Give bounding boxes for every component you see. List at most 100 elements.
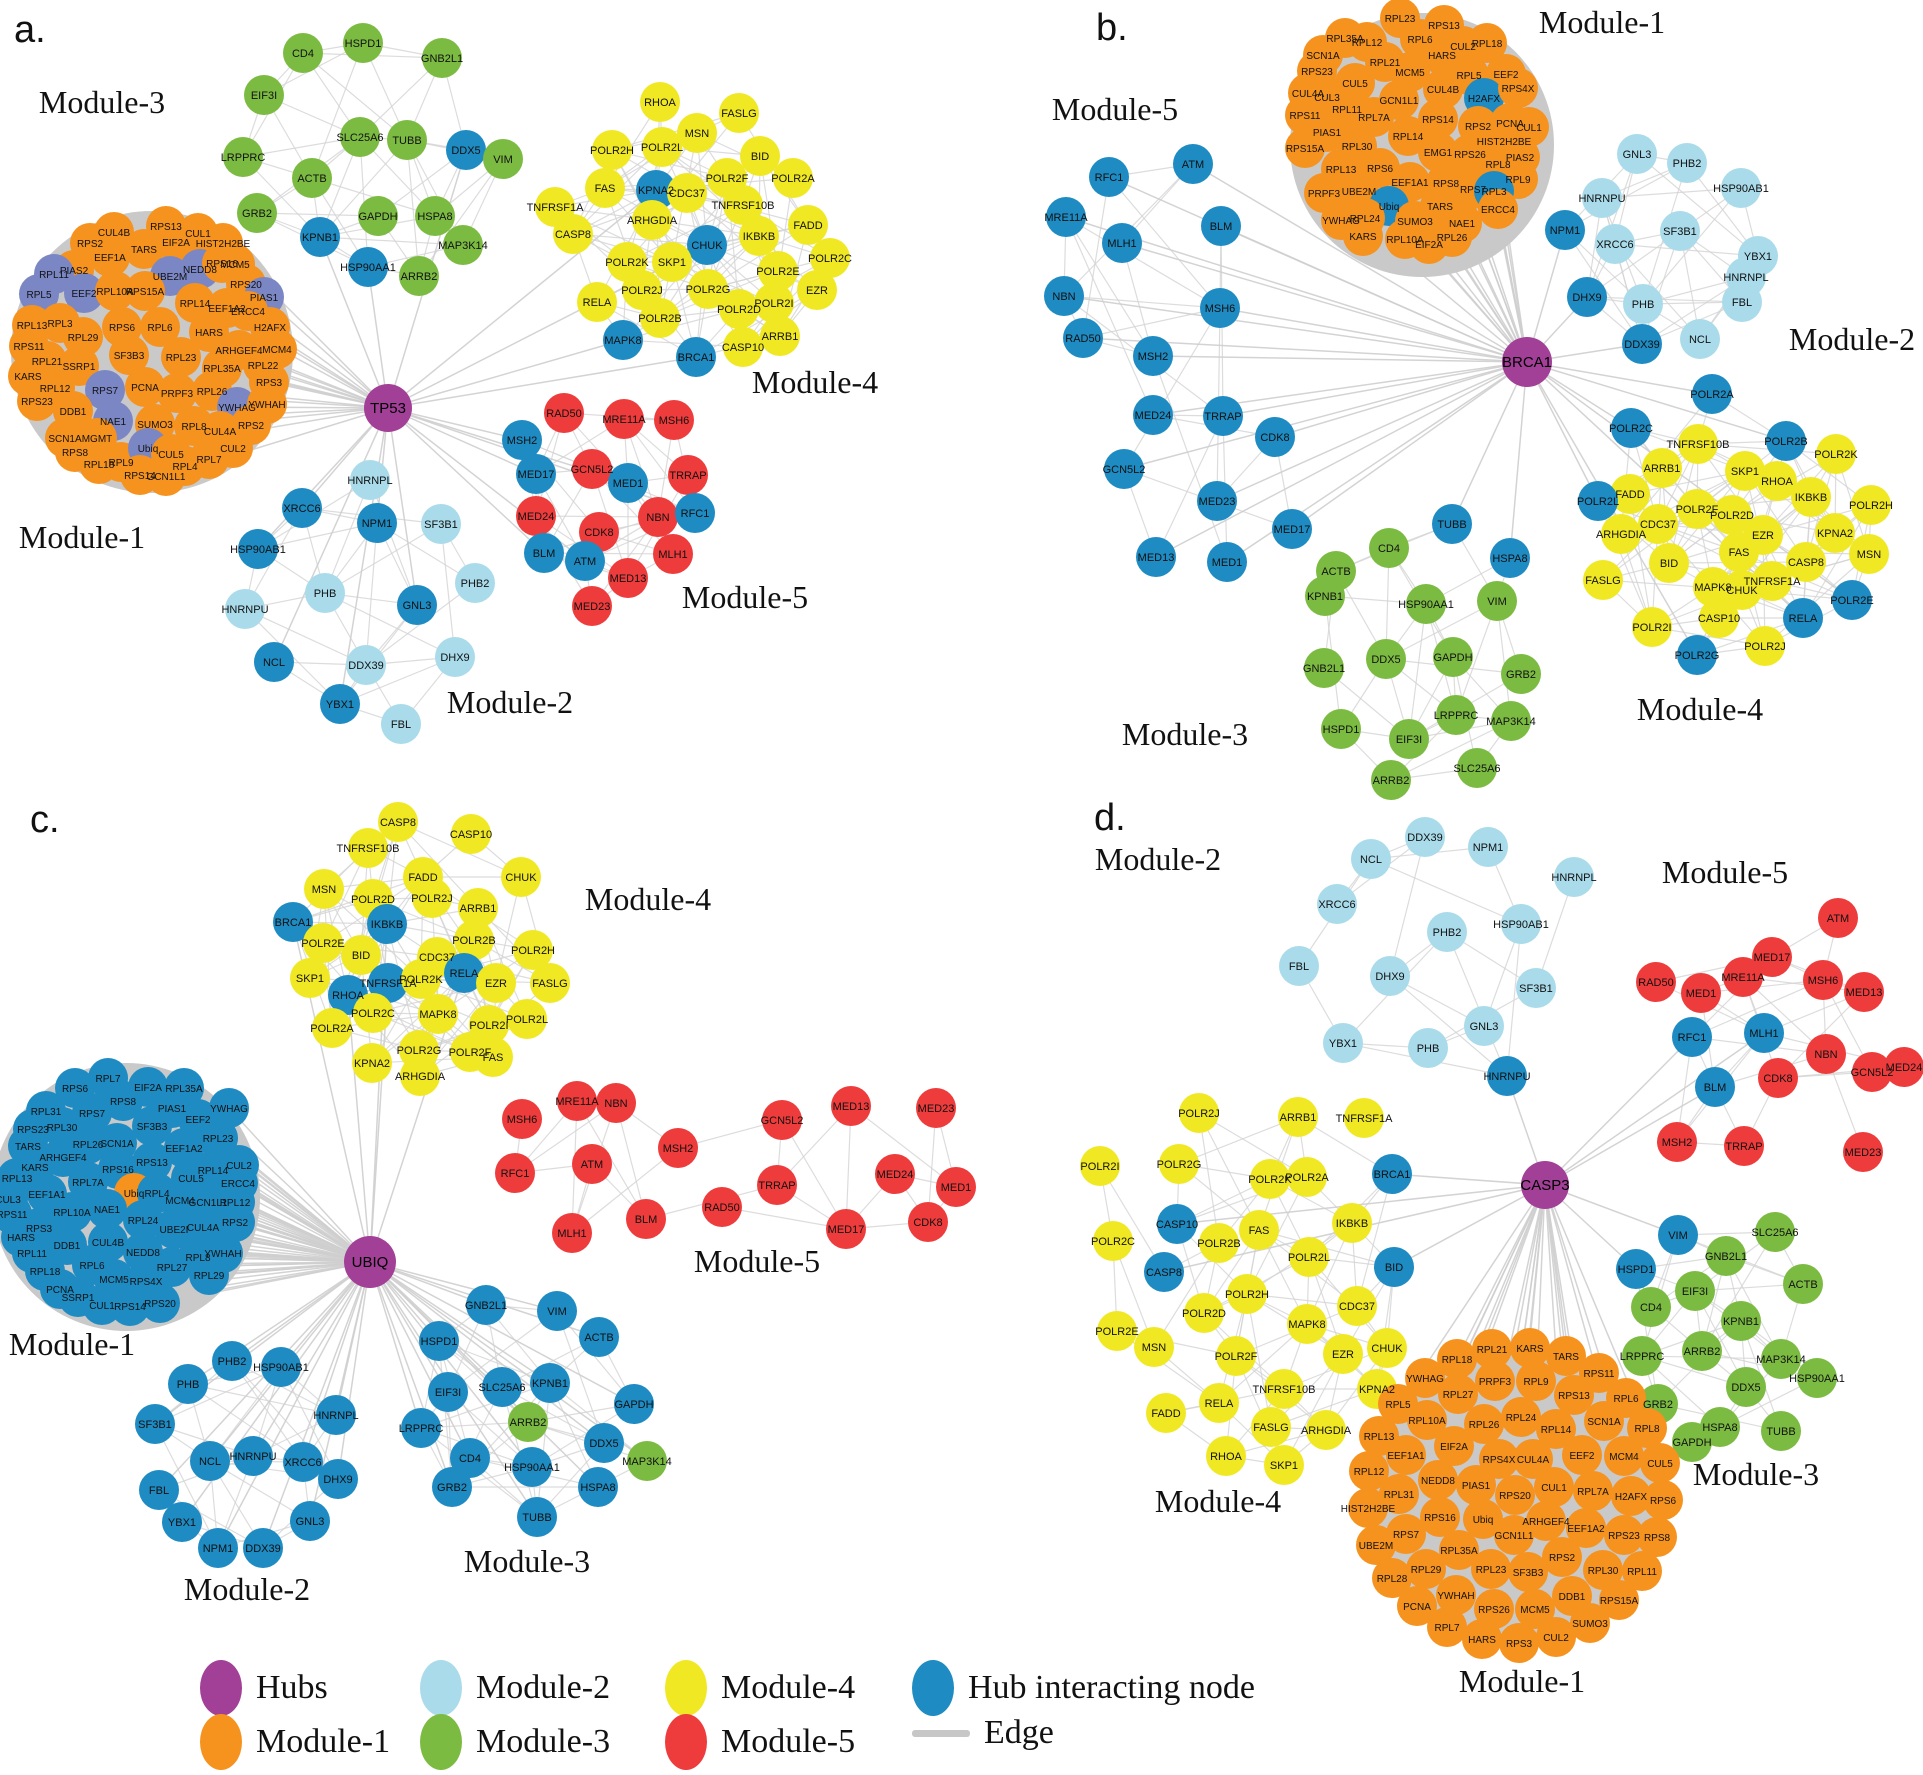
node-KPNA2[interactable]: [636, 170, 676, 210]
node-MAPK8[interactable]: [418, 994, 458, 1034]
node-CDK8[interactable]: [1758, 1058, 1798, 1098]
node-FAS[interactable]: [585, 168, 625, 208]
node-POLR2I[interactable]: [1080, 1146, 1120, 1186]
node-MCM5[interactable]: [1515, 1589, 1555, 1629]
node-CD4[interactable]: [1631, 1287, 1671, 1327]
node-MAP3K14[interactable]: [1761, 1339, 1801, 1379]
node-TUBB[interactable]: [1432, 504, 1472, 544]
node-POLR2D[interactable]: [719, 289, 759, 329]
node-MAP3K14[interactable]: [443, 225, 483, 265]
node-SF3B1[interactable]: [1516, 968, 1556, 1008]
node-UBE2M[interactable]: [1356, 1525, 1396, 1565]
node-SF3B3[interactable]: [109, 335, 149, 375]
node-RHOA[interactable]: [1206, 1436, 1246, 1476]
node-MED1[interactable]: [608, 463, 648, 503]
node-PRPF3[interactable]: [1475, 1361, 1515, 1401]
node-BLM[interactable]: [626, 1199, 666, 1239]
node-RELA[interactable]: [1199, 1383, 1239, 1423]
node-HSPA8[interactable]: [578, 1467, 618, 1507]
node-FADD[interactable]: [1610, 474, 1650, 514]
node-NPM1[interactable]: [357, 503, 397, 543]
node-VIM[interactable]: [537, 1291, 577, 1331]
node-HNRNPU[interactable]: [225, 589, 265, 629]
node-MSH2[interactable]: [658, 1128, 698, 1168]
node-PHB2[interactable]: [455, 563, 495, 603]
node-CASP8[interactable]: [1144, 1252, 1184, 1292]
node-NCL[interactable]: [254, 642, 294, 682]
node-DDX39[interactable]: [1405, 817, 1445, 857]
node-GCN5L2[interactable]: [1852, 1052, 1892, 1092]
node-LRPPRC[interactable]: [223, 137, 263, 177]
node-DDX39[interactable]: [346, 645, 386, 685]
node-DHX9[interactable]: [1370, 956, 1410, 996]
node-HNRNPL[interactable]: [350, 460, 390, 500]
node-CASP8[interactable]: [378, 802, 418, 842]
node-RPS4X[interactable]: [1479, 1439, 1519, 1479]
node-CDK8[interactable]: [1255, 417, 1295, 457]
node-RPL21[interactable]: [1472, 1329, 1512, 1369]
node-RPL14[interactable]: [1536, 1409, 1576, 1449]
node-RPS4X[interactable]: [1498, 68, 1538, 108]
node-ARHGDIA[interactable]: [632, 200, 672, 240]
node-MAPK8[interactable]: [1693, 567, 1733, 607]
node-YWHAG[interactable]: [209, 1088, 249, 1128]
node-MRE11A[interactable]: [557, 1081, 597, 1121]
node-GAPDH[interactable]: [1672, 1422, 1712, 1462]
node-HSP90AA1[interactable]: [348, 247, 388, 287]
node-TRRAP[interactable]: [668, 455, 708, 495]
node-ATM[interactable]: [1818, 898, 1858, 938]
node-MED1[interactable]: [936, 1167, 976, 1207]
node-BID[interactable]: [740, 136, 780, 176]
node-RHOA[interactable]: [1757, 461, 1797, 501]
node-POLR2L[interactable]: [507, 999, 547, 1039]
node-POLR2E[interactable]: [1097, 1311, 1137, 1351]
node-MSH2[interactable]: [502, 420, 542, 460]
node-MLH1[interactable]: [552, 1213, 592, 1253]
node-DDX5[interactable]: [1366, 639, 1406, 679]
node-POLR2C[interactable]: [1093, 1221, 1133, 1261]
node-MRE11A[interactable]: [604, 399, 644, 439]
node-POLR2G[interactable]: [1159, 1144, 1199, 1184]
node-SKP1[interactable]: [1264, 1445, 1304, 1485]
node-TNFRSF1A[interactable]: [368, 963, 408, 1003]
node-RPL7A[interactable]: [1573, 1471, 1613, 1511]
node-NCL[interactable]: [1351, 839, 1391, 879]
node-RPS3[interactable]: [1499, 1623, 1539, 1663]
node-EEF1A2[interactable]: [164, 1128, 204, 1168]
node-LRPPRC[interactable]: [1436, 695, 1476, 735]
node-NPM1[interactable]: [1468, 827, 1508, 867]
node-RPS20[interactable]: [1495, 1475, 1535, 1515]
node-RPL23[interactable]: [1471, 1549, 1511, 1589]
node-MED23[interactable]: [572, 586, 612, 626]
node-POLR2L[interactable]: [642, 127, 682, 167]
node-DHX9[interactable]: [1567, 277, 1607, 317]
node-BRCA1[interactable]: [273, 902, 313, 942]
node-ACTB[interactable]: [579, 1317, 619, 1357]
node-CD4[interactable]: [450, 1438, 490, 1478]
node-KPNB1[interactable]: [1721, 1301, 1761, 1341]
node-RELA[interactable]: [1783, 598, 1823, 638]
node-BID[interactable]: [1374, 1247, 1414, 1287]
node-EIF3I[interactable]: [1675, 1271, 1715, 1311]
node-RPL29[interactable]: [189, 1255, 229, 1295]
node-TNFRSF10B[interactable]: [1678, 424, 1718, 464]
node-POLR2J[interactable]: [1745, 626, 1785, 666]
node-TRRAP[interactable]: [1724, 1126, 1764, 1166]
node-HSPD1[interactable]: [1616, 1249, 1656, 1289]
node-CASP10[interactable]: [723, 327, 763, 367]
node-POLR2H[interactable]: [592, 130, 632, 170]
node-RELA[interactable]: [577, 282, 617, 322]
hub-BRCA1[interactable]: [1502, 337, 1552, 387]
node-HSPA8[interactable]: [415, 196, 455, 236]
node-MED23[interactable]: [916, 1088, 956, 1128]
node-XRCC6[interactable]: [283, 1442, 323, 1482]
node-RPL31[interactable]: [1379, 1474, 1419, 1514]
node-RAD50[interactable]: [702, 1187, 742, 1227]
node-GCN5L2[interactable]: [762, 1100, 802, 1140]
node-POLR2J[interactable]: [412, 878, 452, 918]
node-ATM[interactable]: [1173, 144, 1213, 184]
node-RPL24[interactable]: [1501, 1397, 1541, 1437]
node-H2AFX[interactable]: [1611, 1476, 1651, 1516]
node-RPL6[interactable]: [140, 307, 180, 347]
node-RPS13[interactable]: [132, 1142, 172, 1182]
